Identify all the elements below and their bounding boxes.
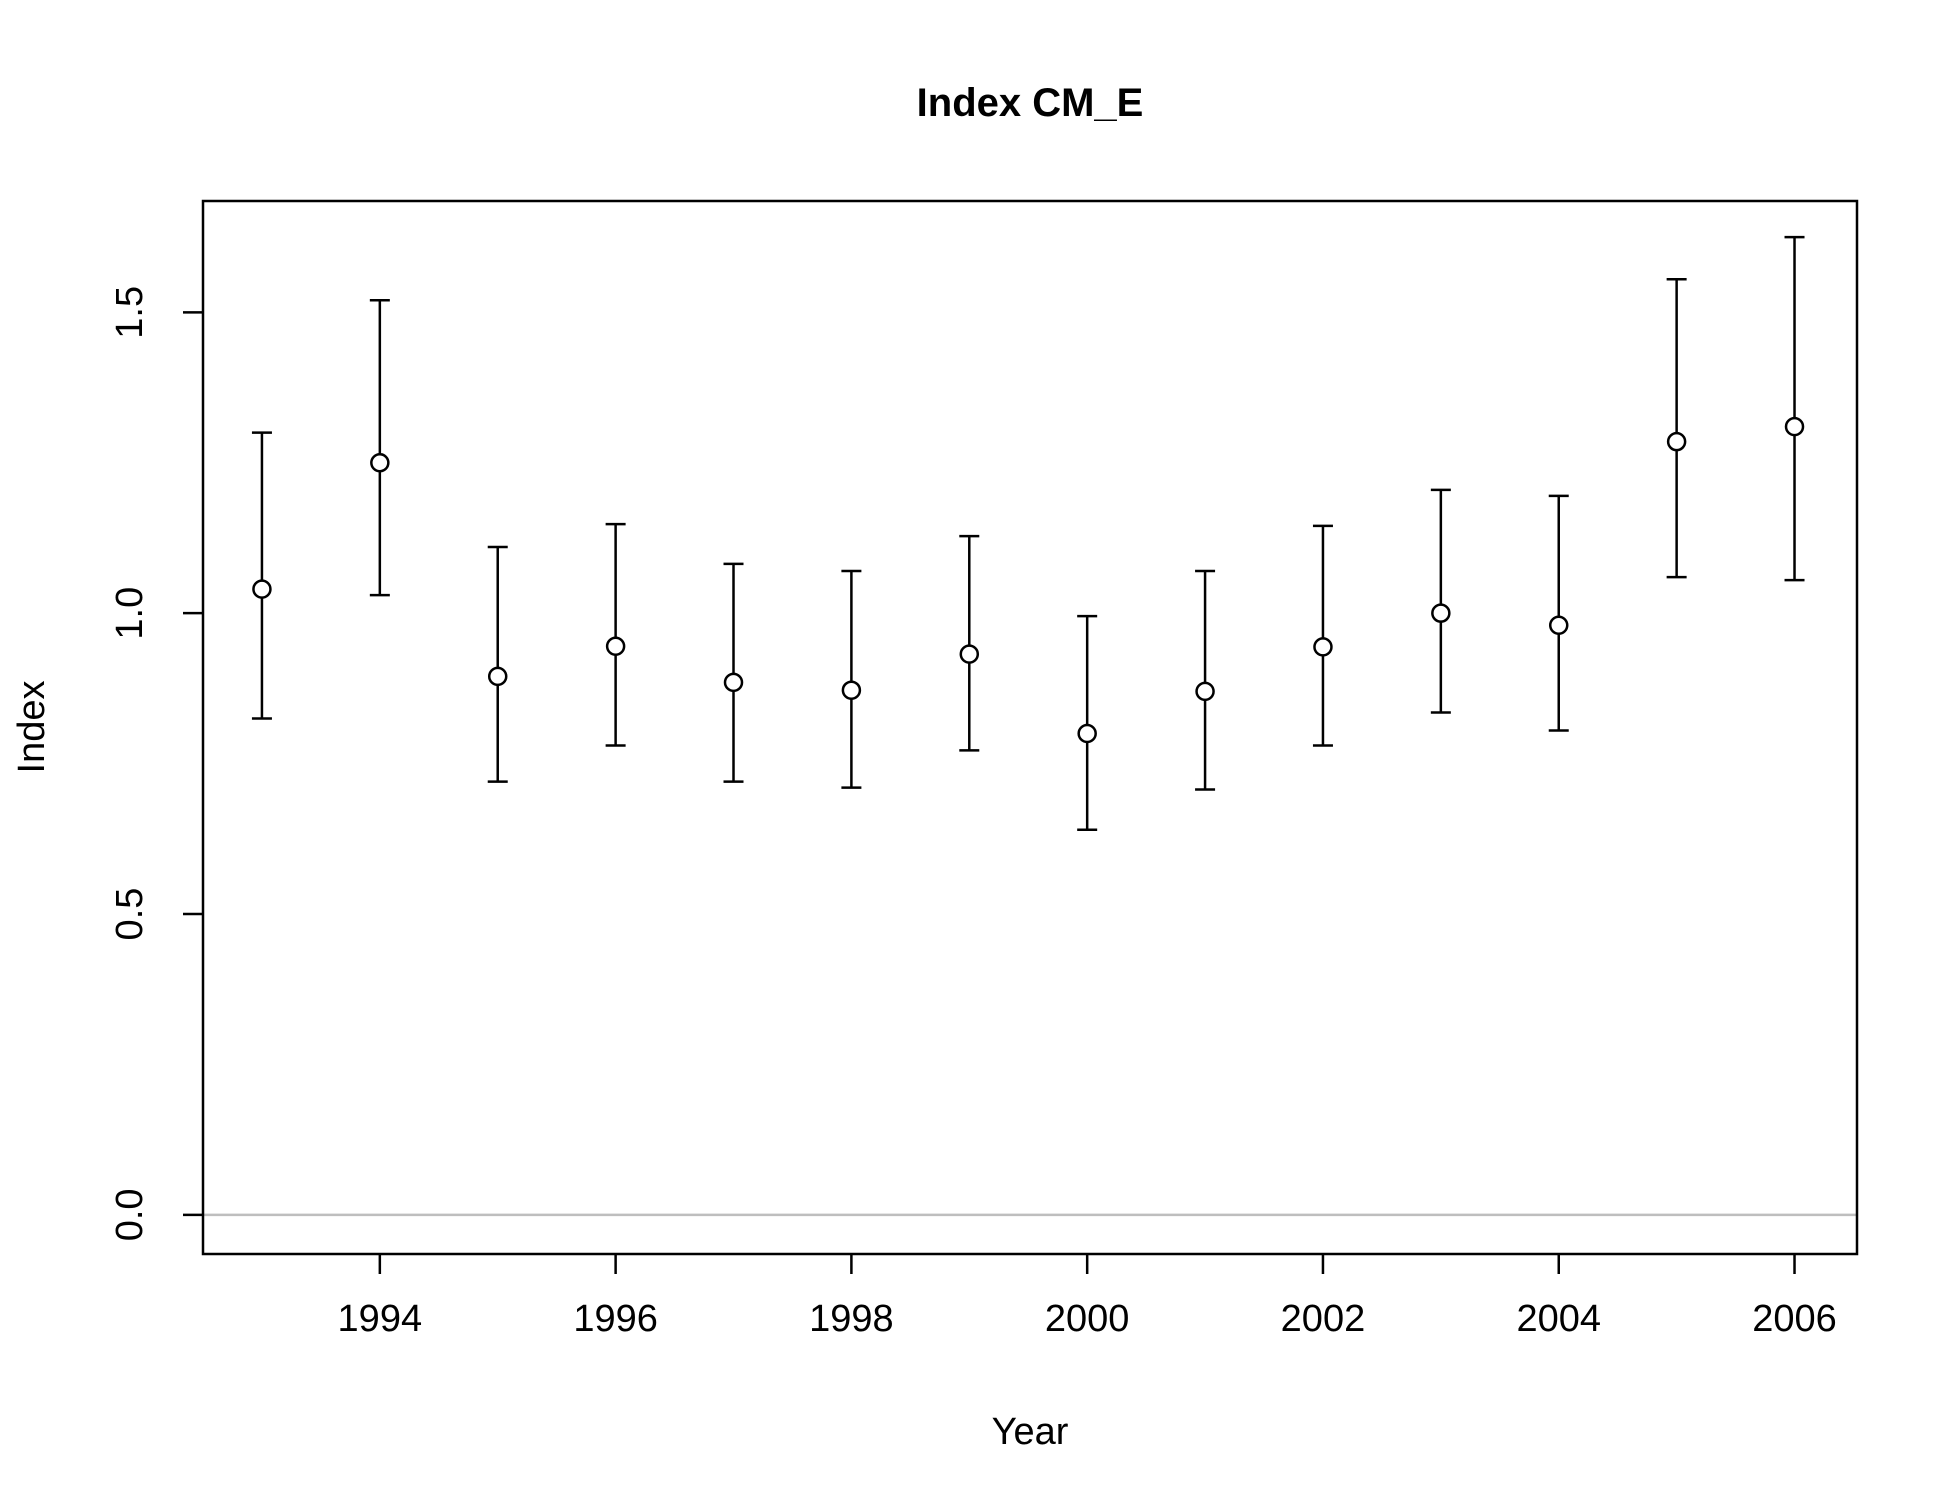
y-tick-label: 1.0 xyxy=(109,587,151,640)
error-bar-2006 xyxy=(1784,235,1805,582)
error-bar-1995 xyxy=(487,545,508,783)
data-point-2006 xyxy=(1784,416,1805,437)
data-point-2001 xyxy=(1195,681,1215,702)
data-point-2000 xyxy=(1077,723,1097,744)
error-bar-1998 xyxy=(841,569,862,789)
y-tick-label: 0.5 xyxy=(109,888,151,941)
data-point-1998 xyxy=(841,680,862,700)
x-tick-label: 2006 xyxy=(1752,1298,1837,1340)
error-bar-2005 xyxy=(1666,277,1687,579)
x-tick-label: 1996 xyxy=(573,1298,658,1340)
error-bar-1997 xyxy=(723,562,744,783)
data-point-2003 xyxy=(1431,603,1451,623)
x-axis-label: Year xyxy=(992,1411,1069,1453)
error-bar-1993 xyxy=(251,431,272,720)
plot-frame xyxy=(201,199,1859,1256)
data-point-1995 xyxy=(487,666,508,687)
error-bar-2002 xyxy=(1312,524,1333,747)
y-tick-label: 0.0 xyxy=(109,1188,151,1241)
error-bar-2000 xyxy=(1077,614,1098,832)
data-point-2004 xyxy=(1548,615,1569,635)
y-tick-label: 1.5 xyxy=(109,286,151,339)
chart-title: Index CM_E xyxy=(917,81,1144,125)
data-layer xyxy=(251,235,1805,832)
data-point-1997 xyxy=(723,672,744,693)
data-point-1994 xyxy=(370,452,390,473)
y-axis-label: Index xyxy=(11,681,53,774)
data-point-1993 xyxy=(252,579,272,599)
error-bar-1994 xyxy=(369,299,390,597)
error-bar-2003 xyxy=(1430,488,1451,714)
x-tick-label: 2002 xyxy=(1281,1298,1366,1340)
data-point-2005 xyxy=(1666,431,1687,452)
data-point-2002 xyxy=(1313,637,1333,657)
x-tick-label: 1998 xyxy=(809,1298,894,1340)
error-bar-1996 xyxy=(605,522,626,747)
x-tick-label: 1994 xyxy=(338,1298,423,1340)
error-bar-1999 xyxy=(959,534,980,752)
x-tick-label: 2004 xyxy=(1516,1298,1601,1340)
axes-layer: 1994 1996 1998 2000 2002 2004 2006 0.0 0.5 1.0 1.5 xyxy=(109,286,1837,1340)
x-tick-label: 2000 xyxy=(1045,1298,1130,1340)
data-point-1996 xyxy=(605,636,626,657)
data-point-1999 xyxy=(959,644,980,664)
error-bar-2001 xyxy=(1195,569,1216,791)
error-bar-2004 xyxy=(1548,494,1569,732)
